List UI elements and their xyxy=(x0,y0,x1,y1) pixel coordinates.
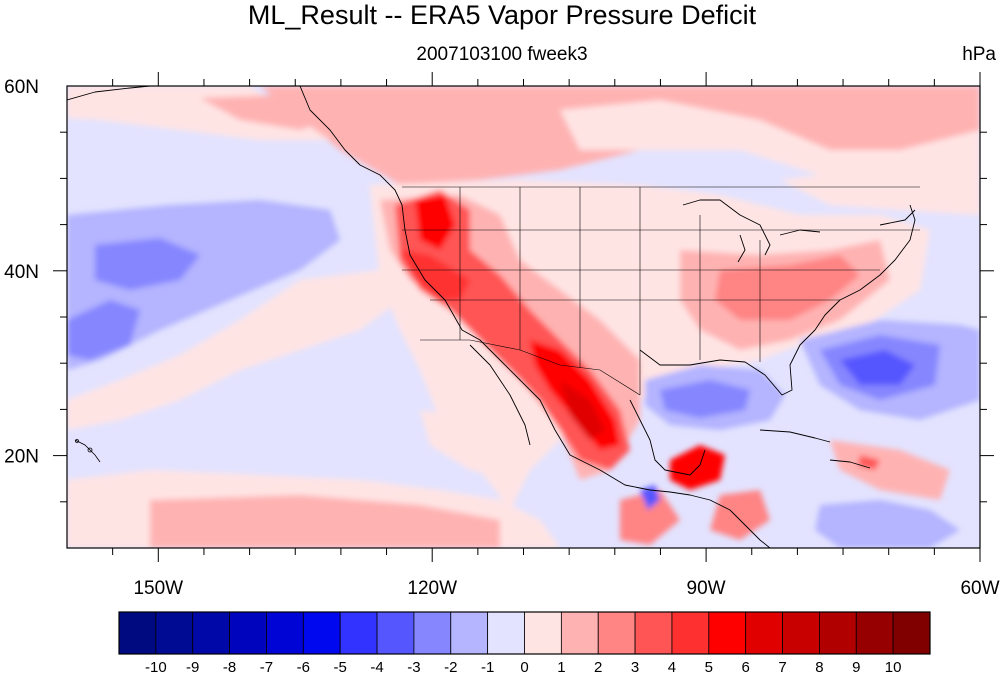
colorbar-label: 7 xyxy=(778,659,786,676)
colorbar-swatch xyxy=(266,611,304,655)
colorbar-swatch xyxy=(597,611,636,655)
colorbar-swatch xyxy=(708,611,747,655)
colorbar-swatch xyxy=(745,611,783,655)
vpd-field xyxy=(67,86,980,548)
colorbar-swatch xyxy=(302,611,341,655)
colorbar-label: 8 xyxy=(815,659,823,676)
colorbar-label: 0 xyxy=(520,659,528,676)
map-subtitle-date: 2007103100 fweek3 xyxy=(416,44,588,65)
colorbar-label: 3 xyxy=(631,659,639,676)
colorbar-label: -1 xyxy=(481,659,494,676)
colorbar-swatch xyxy=(339,611,378,655)
colorbar-swatch xyxy=(892,611,931,655)
colorbar-label: 5 xyxy=(705,659,713,676)
map-title: ML_Result -- ERA5 Vapor Pressure Deficit xyxy=(247,0,757,30)
colorbar-label: 10 xyxy=(885,659,902,676)
colorbar-swatch xyxy=(155,611,194,655)
colorbar-label: 1 xyxy=(557,659,565,676)
colorbar-swatch xyxy=(634,611,673,655)
colorbar-swatch xyxy=(671,611,710,655)
colorbar-swatch xyxy=(819,611,857,655)
colorbar-swatch xyxy=(413,611,452,655)
colorbar-label: -2 xyxy=(444,659,457,676)
colorbar-swatch xyxy=(487,611,525,655)
colorbar-swatch xyxy=(229,611,267,655)
colorbar-label: -6 xyxy=(297,659,310,676)
colorbar-frame xyxy=(118,611,931,655)
lat-label: 60N xyxy=(4,77,39,98)
colorbar-swatch xyxy=(376,611,415,655)
colorbar-label: -9 xyxy=(186,659,199,676)
colorbar-label: 9 xyxy=(852,659,860,676)
map-units: hPa xyxy=(962,44,996,65)
colorbar-label: -5 xyxy=(334,659,347,676)
colorbar-swatch xyxy=(782,611,820,655)
colorbar-swatch xyxy=(192,611,230,655)
colorbar-label: 4 xyxy=(668,659,676,676)
lat-label: 20N xyxy=(4,447,39,468)
colorbar-label: -10 xyxy=(145,659,167,676)
colorbar: -10 -9 -8 -7 -6 -5 -4 -3 -2 -1 0 1 2 3 4 5 6 7 8 9 10 xyxy=(118,611,931,676)
colorbar-label: 6 xyxy=(742,659,750,676)
lon-label: 60W xyxy=(960,578,999,599)
colorbar-swatch xyxy=(855,611,894,655)
axis-labels: 60N 40N 20N 150W 120W 90W 60W xyxy=(4,77,999,599)
colorbar-swatch xyxy=(524,611,562,655)
colorbar-label: -7 xyxy=(260,659,273,676)
colorbar-label: -8 xyxy=(223,659,236,676)
lat-label: 40N xyxy=(4,262,39,283)
colorbar-label: -3 xyxy=(407,659,420,676)
lon-label: 90W xyxy=(687,578,726,599)
colorbar-swatch xyxy=(450,611,489,655)
axis-ticks xyxy=(53,72,994,562)
colorbar-label: 2 xyxy=(594,659,602,676)
colorbar-label: -4 xyxy=(370,659,383,676)
colorbar-swatch xyxy=(118,611,157,655)
lon-label: 150W xyxy=(133,578,183,599)
colorbar-swatch xyxy=(560,611,599,655)
lon-label: 120W xyxy=(407,578,457,599)
